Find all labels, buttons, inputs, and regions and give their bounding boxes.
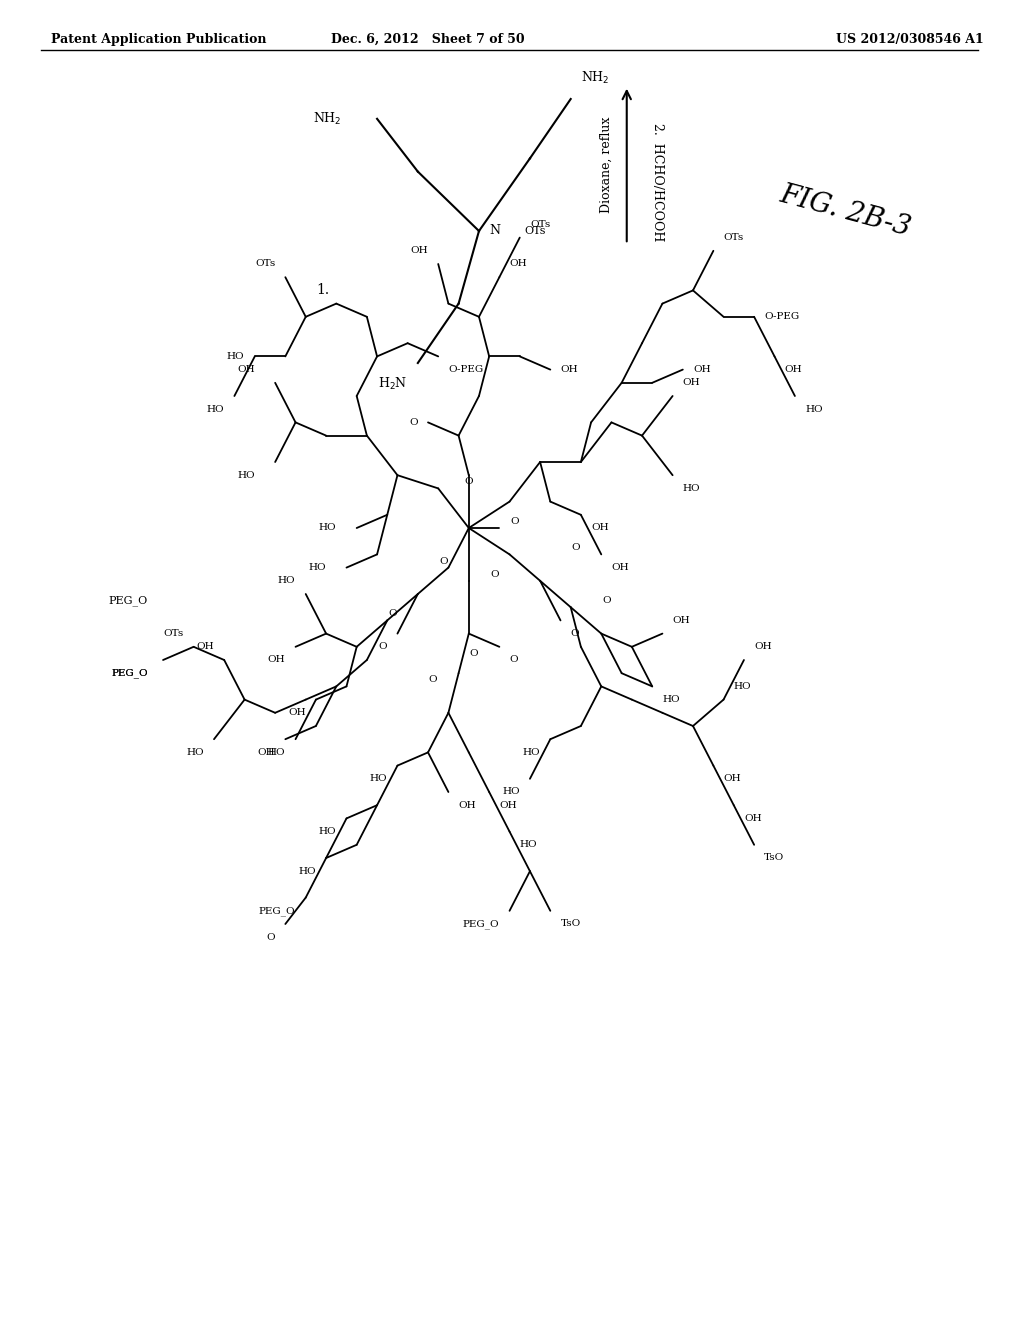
Text: O: O: [489, 570, 499, 578]
Text: PEG_O: PEG_O: [259, 906, 296, 916]
Text: PEG_O: PEG_O: [112, 668, 147, 678]
Text: O-PEG: O-PEG: [449, 366, 483, 374]
Text: NH$_2$: NH$_2$: [312, 111, 341, 127]
Text: HO: HO: [267, 748, 286, 756]
Text: HO: HO: [278, 577, 296, 585]
Text: OH: OH: [683, 379, 700, 387]
Text: OTs: OTs: [163, 630, 183, 638]
Text: 1.: 1.: [316, 284, 329, 297]
Text: OH: OH: [693, 366, 711, 374]
Text: HO: HO: [207, 405, 224, 413]
Text: O: O: [429, 676, 437, 684]
Text: HO: HO: [186, 748, 204, 756]
Text: HO: HO: [734, 682, 752, 690]
Text: HO: HO: [522, 748, 540, 756]
Text: OH: OH: [784, 366, 803, 374]
Text: HO: HO: [663, 696, 680, 704]
Text: OH: OH: [560, 366, 579, 374]
Text: Dec. 6, 2012   Sheet 7 of 50: Dec. 6, 2012 Sheet 7 of 50: [331, 33, 525, 46]
Text: HO: HO: [238, 471, 255, 479]
Text: O: O: [439, 557, 447, 565]
Text: OH: OH: [238, 366, 255, 374]
Text: OH: OH: [591, 524, 608, 532]
Text: OH: OH: [288, 709, 306, 717]
Text: OH: OH: [510, 260, 527, 268]
Text: OH: OH: [411, 247, 428, 255]
Text: OTs: OTs: [255, 260, 275, 268]
Text: TsO: TsO: [560, 920, 581, 928]
Text: HO: HO: [520, 841, 538, 849]
Text: HO: HO: [502, 788, 520, 796]
Text: OTs: OTs: [525, 226, 547, 236]
Text: OH: OH: [754, 643, 772, 651]
Text: HO: HO: [370, 775, 387, 783]
Text: H$_2$N: H$_2$N: [378, 376, 408, 392]
Text: OH: OH: [611, 564, 629, 572]
Text: O: O: [410, 418, 418, 426]
Text: TsO: TsO: [764, 854, 784, 862]
Text: PEG_O: PEG_O: [112, 668, 147, 678]
Text: O: O: [510, 517, 519, 525]
Text: PEG_O: PEG_O: [109, 595, 147, 606]
Text: O-PEG: O-PEG: [764, 313, 800, 321]
Text: HO: HO: [318, 828, 336, 836]
Text: HO: HO: [805, 405, 822, 413]
Text: O: O: [388, 610, 396, 618]
Text: O: O: [510, 656, 518, 664]
Text: HO: HO: [308, 564, 326, 572]
Text: HO: HO: [683, 484, 700, 492]
Text: HO: HO: [227, 352, 245, 360]
Text: OH: OH: [257, 748, 275, 756]
Text: OH: OH: [197, 643, 214, 651]
Text: OH: OH: [724, 775, 741, 783]
Text: OH: OH: [500, 801, 517, 809]
Text: Patent Application Publication: Patent Application Publication: [51, 33, 266, 46]
Text: HO: HO: [318, 524, 336, 532]
Text: HO: HO: [298, 867, 316, 875]
Text: OH: OH: [744, 814, 762, 822]
Text: Dioxane, reflux: Dioxane, reflux: [600, 116, 612, 214]
Text: O: O: [570, 630, 580, 638]
Text: OH: OH: [267, 656, 286, 664]
Text: N: N: [489, 224, 500, 238]
Text: O: O: [379, 643, 387, 651]
Text: PEG_O: PEG_O: [463, 919, 500, 929]
Text: FIG. 2B-3: FIG. 2B-3: [777, 181, 914, 242]
Text: NH$_2$: NH$_2$: [581, 70, 609, 86]
Text: O: O: [602, 597, 610, 605]
Text: US 2012/0308546 A1: US 2012/0308546 A1: [836, 33, 983, 46]
Text: O: O: [470, 649, 478, 657]
Text: OTs: OTs: [530, 220, 550, 228]
Text: OH: OH: [673, 616, 690, 624]
Text: 2.  HCHO/HCOOH: 2. HCHO/HCOOH: [651, 123, 664, 242]
Text: OH: OH: [459, 801, 476, 809]
Text: O: O: [571, 544, 581, 552]
Text: OTs: OTs: [724, 234, 743, 242]
Text: O: O: [465, 478, 473, 486]
Text: O: O: [266, 933, 275, 941]
